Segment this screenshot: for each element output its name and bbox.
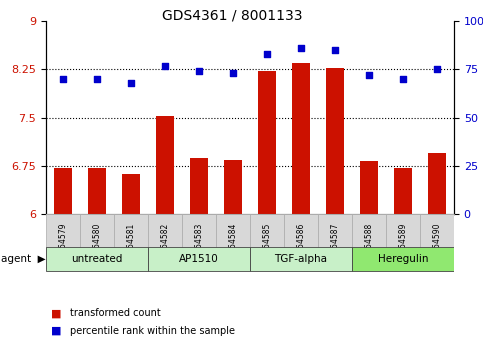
Text: GSM554589: GSM554589 (398, 222, 408, 269)
Text: AP1510: AP1510 (179, 254, 219, 264)
Text: GSM554584: GSM554584 (228, 222, 238, 269)
Point (59, 76, 67, 82)
Point (263, 51, 271, 57)
Bar (326, 68, 344, 214)
Text: GSM554583: GSM554583 (195, 222, 203, 269)
Text: GSM554590: GSM554590 (432, 222, 441, 269)
Bar (190, 158, 208, 214)
Bar (148, 214, 182, 269)
Bar (122, 174, 140, 214)
Bar (352, 214, 386, 269)
Point (433, 67, 441, 72)
Bar (87, 168, 106, 214)
Bar (318, 214, 352, 269)
Text: ■: ■ (51, 308, 61, 318)
Bar (394, 168, 412, 214)
Text: agent  ▶: agent ▶ (1, 254, 45, 264)
Text: transformed count: transformed count (70, 308, 161, 318)
Bar (114, 214, 148, 269)
Text: GSM554585: GSM554585 (262, 222, 271, 269)
Bar (46, 214, 80, 269)
Point (195, 69, 203, 74)
Point (297, 45, 305, 51)
Text: TGF-alpha: TGF-alpha (274, 254, 327, 264)
Bar (250, 214, 284, 269)
Bar (284, 214, 318, 269)
Point (93, 76, 101, 82)
Text: GSM554579: GSM554579 (58, 222, 68, 269)
Bar (54, 168, 72, 214)
Bar (292, 63, 310, 214)
Point (331, 47, 339, 53)
Text: GSM554588: GSM554588 (365, 222, 373, 269)
Point (229, 70, 237, 76)
Bar (386, 214, 420, 269)
Bar (250, 247, 352, 271)
Text: GSM554587: GSM554587 (330, 222, 340, 269)
Text: GDS4361 / 8001133: GDS4361 / 8001133 (162, 9, 302, 23)
Text: untreated: untreated (71, 254, 123, 264)
Bar (427, 153, 446, 214)
Text: ■: ■ (51, 326, 61, 336)
Bar (148, 247, 250, 271)
Text: GSM554580: GSM554580 (92, 222, 101, 269)
Bar (360, 161, 378, 214)
Bar (46, 247, 148, 271)
Bar (352, 247, 454, 271)
Text: GSM554586: GSM554586 (297, 222, 305, 269)
Bar (257, 72, 276, 214)
Bar (80, 214, 114, 269)
Bar (216, 214, 250, 269)
Point (161, 63, 169, 68)
Bar (156, 116, 174, 214)
Bar (420, 214, 454, 269)
Point (365, 73, 373, 78)
Bar (182, 214, 216, 269)
Text: Heregulin: Heregulin (378, 254, 428, 264)
Text: GSM554581: GSM554581 (127, 222, 135, 269)
Point (399, 76, 407, 82)
Text: GSM554582: GSM554582 (160, 222, 170, 269)
Text: percentile rank within the sample: percentile rank within the sample (70, 326, 235, 336)
Point (127, 80, 135, 86)
Bar (224, 160, 242, 214)
